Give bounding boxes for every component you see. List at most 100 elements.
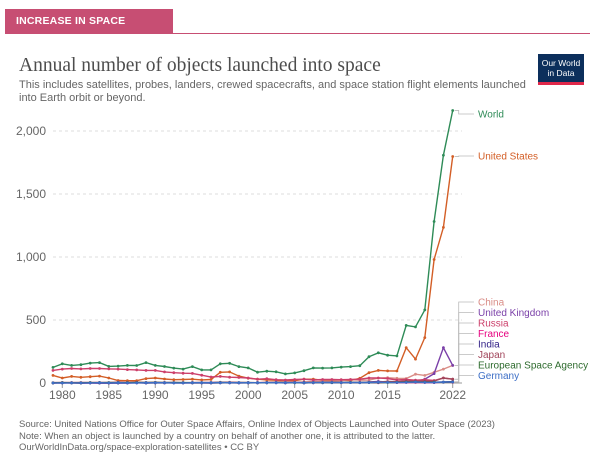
series-label: United States (478, 152, 538, 163)
data-point (451, 109, 455, 112)
data-point (70, 364, 73, 367)
data-point (228, 381, 232, 385)
label-connector (454, 343, 474, 383)
data-point (191, 377, 194, 381)
data-point (376, 351, 380, 355)
data-point (432, 381, 436, 384)
data-point (172, 378, 176, 382)
series-line (52, 156, 454, 382)
data-point (376, 376, 380, 380)
data-point (172, 371, 176, 375)
data-point (256, 377, 259, 381)
data-point (163, 377, 166, 381)
data-point (404, 346, 408, 350)
data-point (274, 370, 278, 374)
data-point (153, 369, 157, 372)
chart-subtitle: This includes satellites, probes, lander… (19, 79, 526, 104)
data-point (265, 369, 269, 373)
data-point (302, 369, 306, 373)
data-point (60, 362, 64, 366)
data-point (60, 381, 64, 385)
data-point (51, 374, 55, 377)
data-point (311, 378, 315, 382)
data-point (451, 377, 455, 381)
data-point (107, 365, 111, 368)
data-point (228, 375, 232, 379)
series-world (51, 109, 455, 376)
data-point (414, 380, 417, 384)
series-germany (51, 380, 455, 385)
data-point (51, 381, 55, 385)
data-point (265, 377, 269, 381)
data-point (135, 381, 139, 385)
data-point (218, 370, 222, 374)
data-point (191, 365, 194, 368)
owid-logo[interactable]: Our World in Data (538, 54, 584, 85)
data-point (163, 381, 166, 385)
data-point (200, 373, 204, 377)
data-point (116, 364, 120, 368)
data-point (330, 381, 334, 384)
data-point (172, 366, 176, 370)
data-point (367, 381, 371, 384)
data-point (144, 369, 148, 372)
x-tick-label: 2015 (374, 388, 401, 402)
data-point (51, 369, 55, 372)
data-point (358, 364, 362, 368)
y-tick-label: 2,000 (16, 124, 46, 138)
data-point (302, 377, 306, 381)
data-point (98, 367, 101, 370)
data-point (442, 376, 445, 380)
data-point (181, 371, 185, 375)
data-point (321, 366, 324, 370)
data-point (376, 369, 380, 372)
data-point (256, 381, 259, 385)
data-point (284, 381, 287, 385)
data-point (367, 371, 371, 375)
data-point (191, 372, 194, 375)
data-point (172, 381, 176, 385)
chart-footer: Source: United Nations Office for Outer … (19, 419, 495, 454)
data-point (209, 381, 213, 385)
label-connector (454, 333, 474, 383)
data-point (200, 381, 204, 385)
data-point (237, 381, 241, 385)
data-point (386, 369, 389, 373)
data-point (367, 355, 371, 359)
series-line (52, 367, 453, 382)
data-point (414, 325, 417, 329)
data-point (88, 367, 92, 370)
data-point (126, 368, 129, 371)
data-point (293, 378, 297, 381)
data-point (246, 376, 250, 380)
y-tick-label: 1,000 (16, 250, 46, 264)
data-point (79, 367, 83, 371)
data-point (442, 226, 445, 229)
series-line (52, 364, 453, 384)
data-point (423, 336, 427, 339)
data-point (144, 381, 148, 385)
data-point (181, 378, 185, 381)
data-point (98, 381, 101, 385)
data-point (107, 367, 111, 371)
grid-layer (53, 130, 462, 321)
data-point (386, 377, 389, 380)
data-point (442, 153, 445, 157)
data-point (395, 381, 399, 384)
footer-url[interactable]: OurWorldInData.org/space-exploration-sat… (19, 442, 260, 453)
data-point (367, 376, 371, 380)
y-tick-label: 0 (39, 376, 46, 390)
data-point (302, 381, 306, 385)
data-point (98, 361, 101, 364)
data-point (330, 378, 334, 381)
x-tick-label: 1985 (95, 388, 122, 402)
series-layer (51, 109, 455, 385)
data-point (432, 372, 436, 375)
data-point (79, 375, 83, 379)
data-point (284, 372, 287, 376)
data-point (451, 155, 455, 158)
data-point (349, 378, 352, 381)
data-point (237, 376, 241, 379)
data-point (200, 368, 204, 372)
